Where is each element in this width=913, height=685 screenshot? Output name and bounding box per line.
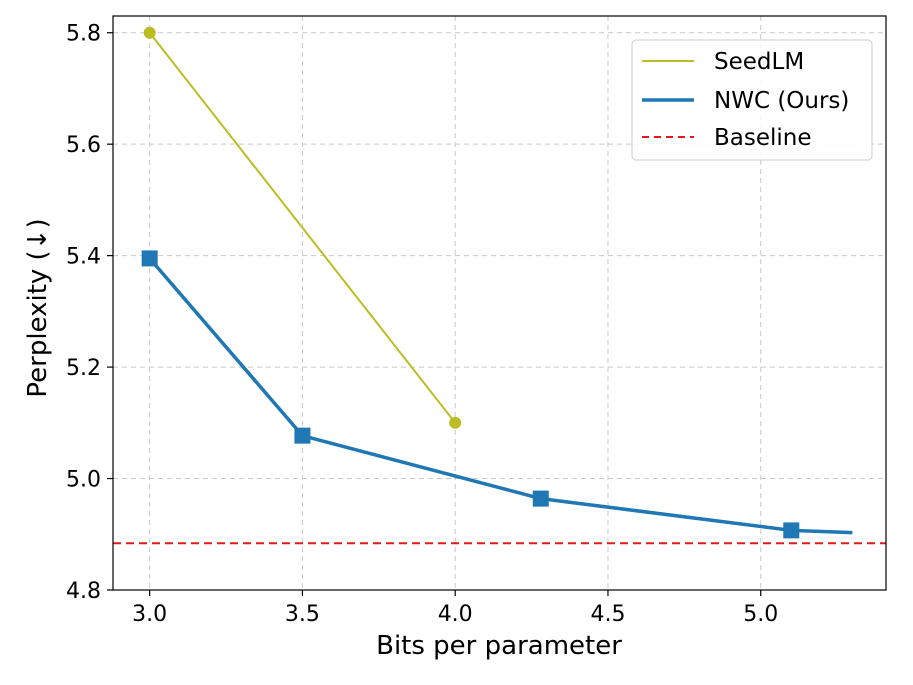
y-tick-label: 5.4 xyxy=(66,245,101,270)
data-point-seedlm xyxy=(449,416,462,429)
data-point-nwc-ours xyxy=(294,427,311,444)
x-tick-label: 3.0 xyxy=(132,602,167,627)
series-line-seedlm xyxy=(148,32,456,424)
series-layer xyxy=(141,26,853,539)
data-point-nwc-ours xyxy=(532,490,549,507)
data-point-seedlm xyxy=(143,26,156,39)
y-tick-label: 5.8 xyxy=(66,22,101,47)
legend-label-nwc: NWC (Ours) xyxy=(714,88,849,114)
x-tick-label: 4.0 xyxy=(438,602,473,627)
plot-frame xyxy=(112,15,887,591)
x-tick-label: 3.5 xyxy=(285,602,320,627)
y-axis-label: Perplexity (↓) xyxy=(23,218,53,397)
y-tick-label: 4.8 xyxy=(66,579,101,604)
x-tick-label: 5.0 xyxy=(743,602,778,627)
x-axis-label: Bits per parameter xyxy=(376,631,622,661)
y-tick-label: 5.6 xyxy=(66,133,101,158)
y-tick-label: 5.2 xyxy=(66,356,101,381)
legend-label-baseline: Baseline xyxy=(714,125,812,151)
legend-box xyxy=(631,39,873,161)
data-point-nwc-ours xyxy=(141,250,158,267)
x-tick-label: 4.5 xyxy=(590,602,625,627)
legend: SeedLM NWC (Ours) Baseline xyxy=(631,39,873,161)
y-tick-label: 5.0 xyxy=(66,468,101,493)
series-line-nwc-ours xyxy=(148,257,853,535)
tick-layer: 3.0 3.5 4.0 4.5 5.0 4.8 5.0 5.2 5.4 5.6 5.8 xyxy=(66,22,778,627)
data-point-nwc-ours xyxy=(783,522,800,539)
legend-label-seedlm: SeedLM xyxy=(714,49,804,75)
